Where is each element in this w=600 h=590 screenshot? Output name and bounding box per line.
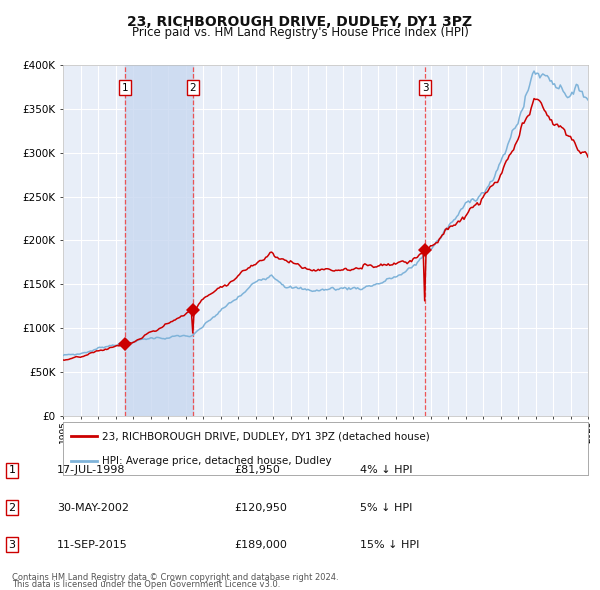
Text: 4% ↓ HPI: 4% ↓ HPI <box>360 466 413 476</box>
Text: 5% ↓ HPI: 5% ↓ HPI <box>360 503 412 513</box>
Text: 1: 1 <box>122 83 128 93</box>
Text: 30-MAY-2002: 30-MAY-2002 <box>57 503 129 513</box>
Text: £81,950: £81,950 <box>234 466 280 476</box>
Text: 1: 1 <box>8 466 16 476</box>
Text: 2: 2 <box>8 503 16 513</box>
Text: £120,950: £120,950 <box>234 503 287 513</box>
Text: 23, RICHBOROUGH DRIVE, DUDLEY, DY1 3PZ: 23, RICHBOROUGH DRIVE, DUDLEY, DY1 3PZ <box>127 15 473 29</box>
Text: Price paid vs. HM Land Registry's House Price Index (HPI): Price paid vs. HM Land Registry's House … <box>131 26 469 39</box>
Text: HPI: Average price, detached house, Dudley: HPI: Average price, detached house, Dudl… <box>103 455 332 466</box>
Text: 23, RICHBOROUGH DRIVE, DUDLEY, DY1 3PZ (detached house): 23, RICHBOROUGH DRIVE, DUDLEY, DY1 3PZ (… <box>103 431 430 441</box>
Text: 3: 3 <box>8 540 16 550</box>
Text: Contains HM Land Registry data © Crown copyright and database right 2024.: Contains HM Land Registry data © Crown c… <box>12 573 338 582</box>
Text: £189,000: £189,000 <box>234 540 287 550</box>
Text: 15% ↓ HPI: 15% ↓ HPI <box>360 540 419 550</box>
Text: 11-SEP-2015: 11-SEP-2015 <box>57 540 128 550</box>
Text: 17-JUL-1998: 17-JUL-1998 <box>57 466 125 476</box>
Bar <box>125 65 193 416</box>
Text: 2: 2 <box>190 83 196 93</box>
Text: This data is licensed under the Open Government Licence v3.0.: This data is licensed under the Open Gov… <box>12 580 280 589</box>
Text: 3: 3 <box>422 83 428 93</box>
